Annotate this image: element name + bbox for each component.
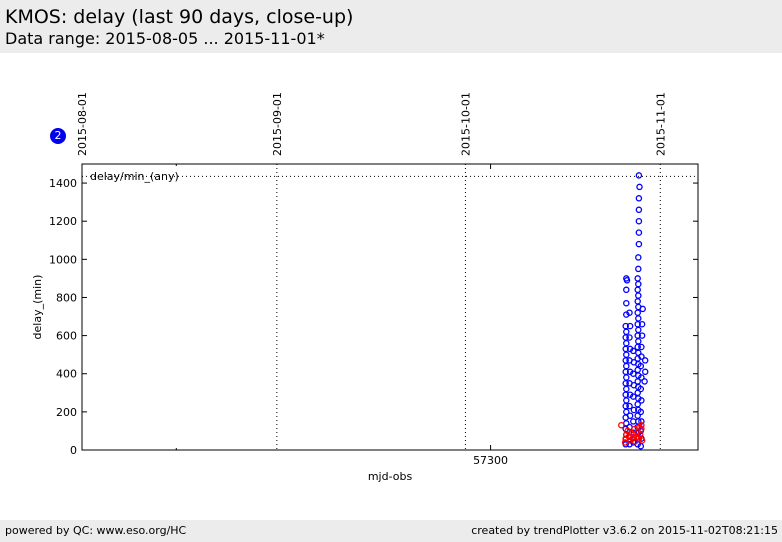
y-tick-label: 200: [56, 406, 77, 419]
y-tick-label: 800: [56, 291, 77, 304]
data-point-blue: [622, 322, 629, 330]
y-tick-label: 0: [70, 444, 77, 457]
data-point-blue: [626, 402, 633, 410]
data-point-blue: [638, 374, 645, 381]
data-point-blue: [623, 385, 630, 393]
data-point-blue: [623, 408, 630, 416]
data-point-blue: [630, 406, 638, 414]
date-marker-label: 2015-11-01: [654, 92, 667, 156]
data-point-blue: [638, 353, 645, 360]
data-point-blue: [623, 397, 630, 404]
data-point-blue: [635, 349, 642, 357]
footer-powered-by: powered by QC: www.eso.org/HC: [5, 524, 187, 537]
data-point-blue: [626, 322, 634, 330]
data-point-blue: [626, 334, 633, 341]
data-point-blue: [638, 320, 646, 328]
data-point-blue: [638, 332, 646, 339]
y-tick-label: 400: [56, 368, 77, 381]
data-point-blue: [622, 380, 629, 387]
series-annotation: delay/min_(any): [90, 170, 179, 183]
data-range-subtitle: Data range: 2015-08-05 ... 2015-11-01*: [5, 29, 325, 48]
data-point-blue: [637, 442, 645, 450]
data-point-red: [631, 425, 638, 433]
data-point-red: [638, 437, 646, 444]
data-point-blue: [638, 418, 645, 425]
y-tick-label: 1400: [49, 177, 77, 190]
date-marker-label: 2015-10-01: [459, 92, 472, 156]
data-point-blue: [623, 286, 630, 294]
data-point-blue: [638, 397, 645, 404]
data-point-blue: [626, 309, 633, 316]
y-axis-label: delay_(min): [31, 275, 44, 340]
y-tick-label: 600: [56, 330, 77, 343]
data-point-blue: [641, 368, 649, 376]
data-point-blue: [623, 328, 630, 336]
x-axis-label: mjd-obs: [368, 470, 413, 483]
footer-created-by: created by trendPlotter v3.6.2 on 2015-1…: [471, 524, 778, 537]
data-point-blue: [637, 408, 645, 416]
data-point-blue: [635, 206, 643, 214]
data-point-blue: [635, 315, 642, 322]
data-point-blue: [635, 172, 643, 179]
date-marker-label: 2015-08-01: [76, 92, 89, 156]
data-point-blue: [635, 292, 642, 299]
data-point-blue: [635, 195, 643, 202]
data-point-blue: [637, 385, 645, 393]
data-point-blue: [634, 320, 641, 328]
chart-title: KMOS: delay (last 90 days, close-up): [5, 6, 354, 28]
data-point-blue: [641, 357, 649, 364]
data-point-blue: [635, 280, 642, 288]
data-point-blue: [634, 309, 641, 316]
data-point-blue: [635, 326, 642, 334]
data-point-blue: [636, 183, 643, 191]
data-point-red: [618, 421, 625, 429]
y-tick-label: 1200: [49, 215, 77, 228]
x-tick-label: 57300: [473, 454, 508, 467]
plot-frame: [81, 163, 699, 451]
scatter-chart: 2015-08-01 2015-09-01 2015-10-01 2015-11-01…: [31, 92, 699, 483]
plot-number-badge[interactable]: 2: [50, 128, 66, 144]
data-point-blue: [635, 240, 643, 248]
data-point-blue: [626, 412, 634, 419]
data-point-blue: [635, 338, 642, 345]
data-point-blue: [623, 299, 630, 307]
footer-bar: powered by QC: www.eso.org/HC created by…: [0, 520, 782, 542]
header-bar: KMOS: delay (last 90 days, close-up) Dat…: [0, 0, 782, 53]
data-point-blue: [635, 217, 643, 225]
data-point-blue: [623, 374, 630, 381]
data-point-blue: [641, 378, 648, 385]
data-point-blue: [634, 378, 641, 385]
data-point-blue: [623, 277, 631, 284]
data-point-blue: [635, 229, 643, 236]
date-marker-label: 2015-09-01: [271, 92, 284, 156]
data-point-blue: [634, 286, 641, 294]
data-point-blue: [623, 351, 630, 358]
data-point-blue: [638, 343, 645, 351]
data-point-blue: [639, 305, 646, 313]
data-point-blue: [637, 362, 645, 370]
data-point-blue: [634, 298, 641, 305]
y-tick-label: 1000: [49, 253, 77, 266]
data-point-blue: [634, 275, 641, 282]
data-point-blue: [635, 265, 642, 273]
data-point-blue: [623, 339, 630, 347]
data-point-blue: [623, 362, 630, 370]
data-point-blue: [635, 254, 642, 261]
data-point-red: [636, 431, 644, 438]
